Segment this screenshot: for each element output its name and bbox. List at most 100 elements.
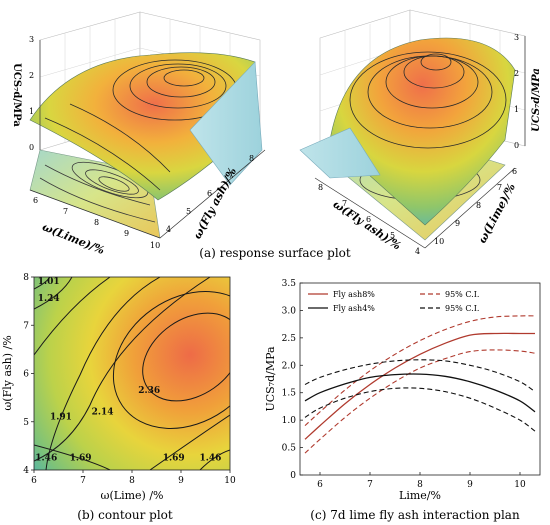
tick-label: 0 <box>514 141 519 150</box>
y-tick-label: 2.5 <box>282 334 297 344</box>
tick-label: 7 <box>63 207 68 216</box>
floor-contours <box>39 161 156 223</box>
tick-label: 8 <box>94 218 99 227</box>
y-tick-label: 0.5 <box>282 444 297 454</box>
tick-label: 3 <box>514 33 519 42</box>
legend-entry: Fly ash4% <box>333 304 375 313</box>
tick-label: 6 <box>207 189 212 198</box>
tick-label: 6 <box>366 215 371 224</box>
right-z-axis-label: UCS₇d/MPa <box>531 68 542 132</box>
right-x-ticks: 8 7 6 5 4 <box>318 183 420 256</box>
x-tick-label: 8 <box>417 480 423 490</box>
contour-x-ticks: 6 7 8 9 10 <box>31 470 236 486</box>
x-tick-label: 7 <box>80 476 86 486</box>
left-x-ticks: 6 7 8 9 10 <box>33 196 160 250</box>
series-line <box>304 332 535 440</box>
contour-x-axis-label: ω(Lime) /% <box>101 489 164 502</box>
y-tick-label: 7 <box>23 321 29 331</box>
contour-lines <box>34 277 230 470</box>
tick-label: 8 <box>476 201 481 210</box>
interaction-legend: Fly ash8% 95% C.I. Fly ash4% 95% C.I. <box>308 290 479 313</box>
y-tick-label: 3.5 <box>282 279 297 289</box>
contour-label: 1.01 <box>38 277 60 287</box>
tick-label: 1 <box>29 107 34 116</box>
caption-b: (b) contour plot <box>77 508 173 522</box>
series-line <box>304 387 536 432</box>
x-tick-label: 10 <box>224 476 236 486</box>
contour-y-ticks: 4 5 6 7 8 <box>23 273 34 476</box>
contour-plot-panel: 1.01 1.24 2.36 2.14 1.91 1.46 1.69 1.69 1.46 6 7 8… <box>1 273 236 522</box>
right-y-ticks: 10 9 8 7 6 <box>434 167 517 246</box>
x-tick-label: 7 <box>367 480 373 490</box>
contour-label: 1.24 <box>38 294 60 304</box>
series-line <box>304 315 536 427</box>
left-z-axis-label: UCS₇d/MPa <box>11 63 22 127</box>
interaction-x-axis-label: Lime/% <box>399 489 441 502</box>
series-line <box>304 349 536 454</box>
y-tick-label: 3.0 <box>282 306 297 316</box>
contour-label: 1.46 <box>199 453 221 463</box>
tick-label: 4 <box>415 247 420 256</box>
tick-label: 7 <box>497 183 502 192</box>
surface-plot-left: 0 1 2 3 6 7 8 9 10 4 5 6 7 8 UCS₇d/MPa ω… <box>11 11 266 257</box>
surface-edge-flap-left <box>189 61 263 186</box>
y-tick-label: 8 <box>23 273 29 283</box>
surface-plot-right: 0 1 2 3 8 7 6 5 4 10 9 8 7 6 UCS₇d/MPa ω… <box>299 9 542 256</box>
contour-label: 2.36 <box>138 386 160 396</box>
interaction-y-ticks: 0 0.5 1.0 1.5 2.0 2.5 3.0 3.5 <box>282 279 303 481</box>
interaction-plot-panel: Fly ash8% 95% C.I. Fly ash4% 95% C.I. 6 7 8 9 1… <box>264 279 541 522</box>
tick-label: 3 <box>29 35 34 44</box>
x-tick-label: 10 <box>514 480 526 490</box>
series-line <box>304 359 536 393</box>
y-tick-label: 1.0 <box>282 416 297 426</box>
x-tick-label: 8 <box>129 476 135 486</box>
left-z-ticks: 0 1 2 3 <box>29 35 34 152</box>
contour-label: 2.14 <box>92 408 114 418</box>
right-z-ticks: 0 1 2 3 <box>514 33 519 150</box>
tick-label: 4 <box>166 225 171 234</box>
tick-label: 9 <box>124 229 129 238</box>
contour-label: 1.91 <box>50 412 72 422</box>
left-y-ticks: 4 5 6 7 8 <box>166 154 254 234</box>
x-tick-label: 6 <box>317 480 323 490</box>
tick-label: 5 <box>390 231 395 240</box>
y-tick-label: 4 <box>23 466 29 476</box>
contour-label: 1.69 <box>70 453 92 463</box>
tick-label: 8 <box>318 183 323 192</box>
tick-label: 5 <box>186 207 191 216</box>
tick-label: 7 <box>342 199 347 208</box>
caption-c: (c) 7d lime fly ash interaction plan <box>310 508 520 522</box>
surface-contours-right <box>349 51 507 149</box>
tick-label: 9 <box>455 219 460 228</box>
response-surface-panel: 0 1 2 3 6 7 8 9 10 4 5 6 7 8 UCS₇d/MPa ω… <box>11 9 542 260</box>
tick-label: 6 <box>33 196 38 205</box>
x-tick-label: 6 <box>31 476 37 486</box>
series-line <box>304 373 536 413</box>
legend-entry: 95% C.I. <box>445 290 479 299</box>
interaction-series <box>304 315 536 454</box>
y-tick-label: 1.5 <box>282 389 297 399</box>
response-surface-right <box>329 37 516 226</box>
tick-label: 7 <box>228 171 233 180</box>
legend-entry: Fly ash8% <box>333 290 375 299</box>
y-tick-label: 5 <box>23 418 29 428</box>
interaction-y-axis-label: UCS₇d/MPa <box>264 346 277 412</box>
contour-labels: 1.01 1.24 2.36 2.14 1.91 1.46 1.69 1.69 1.46 <box>35 277 221 463</box>
tick-label: 1 <box>514 105 519 114</box>
interaction-x-ticks: 6 7 8 9 10 <box>317 472 526 490</box>
left-y-axis-label: ω(Fly ash)/% <box>191 165 240 241</box>
x-tick-label: 9 <box>178 476 184 486</box>
contour-label: 1.46 <box>35 453 57 463</box>
contour-label: 1.69 <box>163 453 185 463</box>
contour-y-axis-label: ω(Fly ash) /% <box>1 335 14 410</box>
tick-label: 6 <box>512 167 517 176</box>
x-tick-label: 9 <box>467 480 473 490</box>
tick-label: 8 <box>249 154 254 163</box>
y-tick-label: 6 <box>23 370 29 380</box>
tick-label: 10 <box>434 237 444 246</box>
tick-label: 2 <box>29 71 34 80</box>
tick-label: 10 <box>150 241 160 250</box>
y-tick-label: 2.0 <box>282 361 297 371</box>
tick-label: 2 <box>514 69 519 78</box>
